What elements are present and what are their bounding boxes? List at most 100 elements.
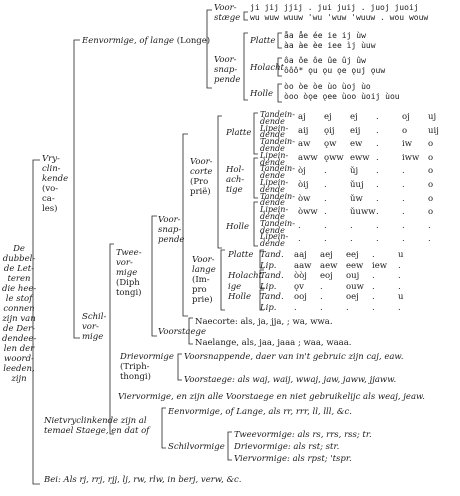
label-line: pende xyxy=(158,235,185,245)
sound-value: aij xyxy=(298,125,309,136)
sound-value: ouj xyxy=(346,271,360,281)
sound-value: o xyxy=(402,125,408,136)
root-line: de Let- xyxy=(3,264,35,274)
sound-value: ǫij xyxy=(324,125,335,136)
vryclinkende-label: Vry- clin- kende (vo- ca- les) xyxy=(42,154,74,214)
label-line: Vry- xyxy=(42,154,60,164)
sound-value: . xyxy=(398,271,401,281)
sound-value: ǔuj xyxy=(350,180,364,190)
sound-value: . xyxy=(350,234,353,245)
row-label: Lipein-dende xyxy=(260,151,298,167)
sound-value: . xyxy=(402,193,405,204)
label-line: mige xyxy=(116,268,138,278)
sound-value: ej xyxy=(324,112,332,122)
label-line: snap- xyxy=(158,225,182,235)
label-line: (Pro xyxy=(190,177,209,187)
sound-value: ej xyxy=(350,112,358,122)
row-label: Tandein-dende xyxy=(260,219,298,235)
root-line: zijn xyxy=(11,374,27,384)
sound-value: . xyxy=(376,112,379,122)
diphthong-row: HolachtTand. òòj eoj ouj.. xyxy=(228,271,424,281)
root-line: die hee- xyxy=(2,284,37,294)
sound-value: òij xyxy=(298,180,309,190)
row-label: Lip. xyxy=(260,260,277,271)
sound-value: . xyxy=(402,180,405,190)
diphthong-row: Tandein-dende aw ǫw ew. iw o xyxy=(260,138,454,153)
label-line: Voor- xyxy=(158,215,181,225)
voorstaege-top-rows: ji jij jjij . jui juij . juoj juoij wu w… xyxy=(250,3,428,23)
drie-voorsnappende-line: Voorsnappende, daer van in't gebruic zij… xyxy=(184,352,404,362)
sound-value: . xyxy=(324,193,327,204)
sound-value: eew xyxy=(346,260,364,271)
sound-value: òj xyxy=(298,166,306,177)
sound-value: u xyxy=(398,250,404,260)
row-label-line: Lipein- xyxy=(260,123,289,133)
sound-row: òo òe òe ùo ùoj ùo xyxy=(284,82,371,91)
sound-value: . xyxy=(402,220,405,231)
sound-value: . xyxy=(376,207,379,218)
diphthong-row: Lipein-dende òww. ǔuww.. o xyxy=(260,205,454,221)
row-label: Lip. xyxy=(260,302,277,313)
row-label-line: Lipein- xyxy=(260,232,289,242)
diphthong-row: Holle Tand. ooj. oej. u xyxy=(228,292,424,302)
row-label-line: dende xyxy=(260,130,285,140)
sound-value: eoj xyxy=(320,271,333,281)
root-line: de Der- xyxy=(3,324,35,334)
sound-value: aw xyxy=(298,139,311,150)
row-label-line: dende xyxy=(260,198,285,208)
sound-value: uj xyxy=(428,112,437,122)
root-line: len der xyxy=(3,344,35,354)
schilvormige-bottom-label: Schilvormige xyxy=(168,442,225,452)
sound-value: . xyxy=(398,260,401,271)
sound-value: . xyxy=(428,234,431,245)
sound-value: òw xyxy=(298,193,311,204)
sound-value: o xyxy=(428,180,434,190)
sound-value: oj xyxy=(402,112,410,122)
sound-value: . xyxy=(294,302,297,313)
label-line: Voor- xyxy=(214,55,237,65)
label-line: Voor- xyxy=(192,255,215,265)
root-line: le stof xyxy=(5,294,33,304)
drie-voorstaege-line: Voorstaege: als waj, waij, wwaj, jaw, ja… xyxy=(184,375,397,385)
root-line: dubbel- xyxy=(2,254,36,264)
eenvormige-long-label: Eenvormige, of lange (Longe) xyxy=(82,36,210,46)
holle-top-rows: òo òe òe ùo ùoj ùo òoo òǫe ǫee ùoo ùoij … xyxy=(284,82,400,102)
row-label-line: dende xyxy=(260,239,285,249)
sound-value: . xyxy=(402,207,405,218)
sound-value: o xyxy=(428,152,434,163)
sound-value: . xyxy=(350,220,353,231)
sound-value: aj xyxy=(298,112,306,122)
sound-row: òoo òǫe ǫee ùoo ùoij ùou xyxy=(284,92,400,101)
voorsnappende-mid-label: Voor- snap- pende xyxy=(158,215,184,245)
sound-value: . xyxy=(324,220,327,231)
holachtige-label: Hol- ach- tige xyxy=(226,165,244,195)
sound-value: ǔuww xyxy=(350,207,376,218)
root-line: De xyxy=(13,244,25,254)
label-line: kende xyxy=(42,174,69,184)
drievormige-label: Drievormige (Triph- thongi) xyxy=(120,352,174,382)
row-label: Tandein-dende xyxy=(260,111,298,126)
sound-value: aaj xyxy=(294,250,307,260)
root-line: connen xyxy=(3,304,35,314)
label-line: Voor- xyxy=(190,157,213,167)
sound-value: . xyxy=(428,220,431,231)
sound-value: . xyxy=(372,250,375,260)
sound-value: iw xyxy=(402,139,412,150)
row-label: Tand. xyxy=(260,250,284,260)
viervormige-line: Viervormige, en zijn alle Voorstaege en … xyxy=(118,392,425,402)
row-label-line: Lipein- xyxy=(260,205,289,215)
row-label: Lipein-dende xyxy=(260,205,298,221)
label-line: Twee- xyxy=(116,248,142,258)
label-line: lange xyxy=(192,265,216,275)
diphthong-row: Lip. aaw aew eew iew. xyxy=(228,261,424,271)
label-line: tige xyxy=(226,185,243,195)
sound-value: . xyxy=(320,292,323,302)
sound-value: òww xyxy=(298,207,318,218)
sound-value: . xyxy=(298,220,301,231)
row-label: Tandein-dende xyxy=(260,192,298,208)
label-paren: (Longe) xyxy=(176,36,211,46)
label-line: Nietvryclinkende zijn al xyxy=(44,416,147,426)
twee-bottom-line: Tweevormige: als rs, rrs, rss; tr. xyxy=(234,430,372,440)
label-line: (vo- xyxy=(42,184,59,194)
row-label: Tand. xyxy=(260,271,284,281)
